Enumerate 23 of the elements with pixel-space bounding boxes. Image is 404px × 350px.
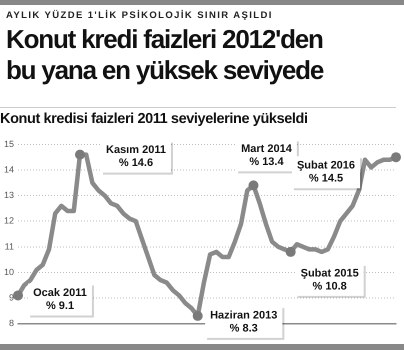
- chart-subtitle: Konut kredisi faizleri 2011 seviyelerine yükseldi: [0, 107, 396, 127]
- y-tick-label: 10: [4, 266, 14, 277]
- y-tick-label: 9: [8, 292, 14, 302]
- annotation: Haziran 2013 % 8.3: [210, 309, 278, 334]
- annotation: Şubat 2015 % 10.8: [300, 267, 359, 292]
- annotation: Şubat 2016 % 14.5: [296, 160, 356, 185]
- y-tick-label: 12: [4, 216, 14, 226]
- annotation: Mart 2014 % 13.4: [241, 142, 293, 168]
- annotation: Ocak 2011 % 9.1: [33, 286, 87, 312]
- point: [286, 246, 296, 257]
- y-tick-label: 13: [4, 190, 14, 200]
- y-tick-label: 15: [4, 138, 14, 149]
- y-tick-label: 14: [4, 164, 14, 174]
- point: [13, 290, 24, 300]
- point: [248, 180, 258, 190]
- y-tick-label: 11: [4, 241, 14, 252]
- text: AYLIK YÜZDE 1'LİK PSİKOLOJİK SINIR AŞILDI: [6, 10, 273, 21]
- y-tick-label: 8: [8, 318, 14, 328]
- point: [391, 152, 401, 162]
- annotation: Kasım 2011 % 14.6: [106, 144, 166, 170]
- point: [192, 310, 203, 321]
- point: [74, 150, 85, 160]
- chart-title: Konut kredi faizleri 2012'den bu yana en yüksek seviyede: [6, 24, 324, 86]
